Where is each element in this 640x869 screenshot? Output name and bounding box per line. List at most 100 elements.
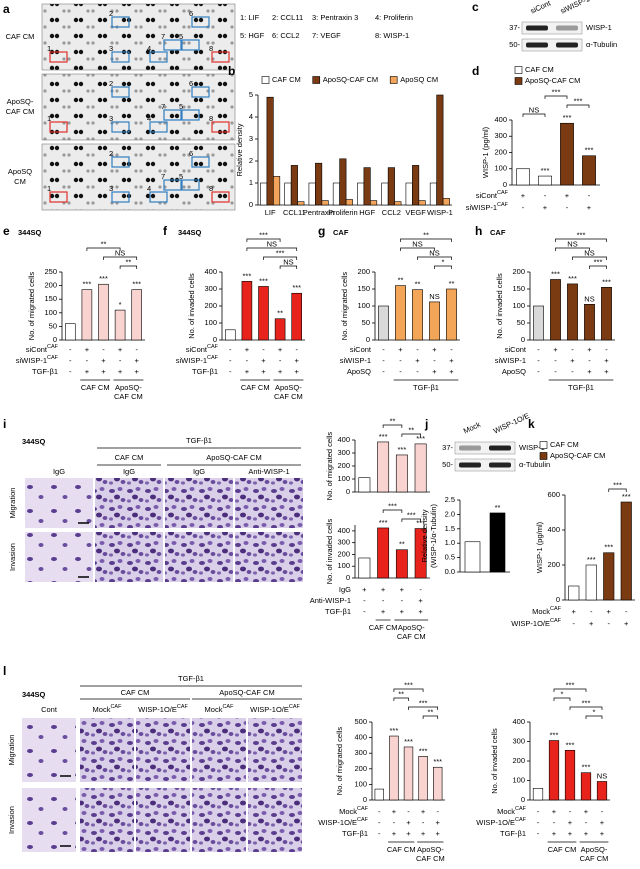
- bar: [65, 323, 76, 341]
- condition-sign: +: [587, 345, 592, 354]
- condition-label: siWISP-1: [495, 356, 526, 365]
- condition-label-text: Mock: [497, 807, 515, 816]
- condition-sign: +: [436, 829, 441, 838]
- significance-label: ***: [552, 87, 561, 96]
- condition-label: Anti-WISP-1: [310, 596, 351, 605]
- condition-label-text: ApoSQ: [502, 367, 526, 376]
- y-tick-label: 200: [204, 301, 217, 310]
- significance-bracket: [417, 256, 452, 260]
- y-tick-label: 400: [512, 717, 525, 726]
- group-label: CAF CM: [115, 453, 144, 462]
- blot-band: [489, 445, 511, 451]
- significance-label: ***: [541, 166, 550, 175]
- lane-label: siCont: [529, 0, 553, 16]
- bar: [358, 477, 371, 493]
- condition-label-text: siCont: [505, 345, 527, 354]
- spot-label: 7: [161, 172, 165, 181]
- bar: [548, 740, 560, 801]
- condition-label: ApoSQ: [502, 367, 526, 376]
- spot-box: [111, 121, 130, 133]
- significance-label: ***: [568, 274, 577, 283]
- y-tick-label: 0: [503, 180, 507, 189]
- significance-label: *: [442, 257, 445, 266]
- condition-label: siCont: [350, 345, 372, 354]
- condition-sign: -: [585, 818, 588, 827]
- micrograph: [95, 532, 163, 582]
- significance-label: *: [561, 689, 564, 698]
- legend-label: ApoSQ-CAF CM: [525, 76, 580, 85]
- condition-sign: +: [436, 818, 441, 827]
- condition-sign: -: [569, 807, 572, 816]
- condition-sign: +: [449, 367, 454, 376]
- condition-sign: -: [608, 619, 611, 628]
- y-tick-label: 300: [204, 284, 217, 293]
- spot-label: 3: [109, 114, 113, 123]
- significance-bracket: [585, 715, 603, 719]
- array-row-label: CM: [14, 177, 26, 186]
- spot-box: [181, 179, 200, 191]
- legend-swatch: [389, 76, 398, 84]
- condition-label: siWISP-1CAF: [176, 355, 219, 365]
- group-label: ApoSQ-CAF CM: [219, 688, 274, 697]
- cytokine-legend: 2: CCL11: [272, 13, 303, 22]
- spot-label: 4: [147, 44, 151, 53]
- significance-bracket: [572, 256, 607, 260]
- group-label: CAF CM: [580, 854, 609, 863]
- group-label: ApoSQ-: [115, 383, 142, 392]
- column-label-text: Mock: [205, 705, 223, 714]
- significance-label: NS: [529, 105, 539, 114]
- x-tick-label: WISP-1: [427, 208, 453, 217]
- condition-label-text: siCont: [26, 345, 48, 354]
- condition-label: IgG: [339, 585, 351, 594]
- condition-sign: -: [625, 607, 628, 616]
- bar: [405, 182, 413, 206]
- condition-sign: +: [245, 345, 250, 354]
- spot-label: 2: [109, 9, 113, 18]
- y-tick-label: 1.5: [445, 524, 455, 533]
- condition-sign: +: [406, 818, 411, 827]
- y-tick-label: 0: [249, 200, 253, 209]
- spot-box: [211, 51, 230, 63]
- y-axis-label: WISP-1 (pg/ml): [535, 521, 544, 573]
- condition-label-sup: CAF: [207, 344, 219, 350]
- y-tick-label: 400: [494, 115, 507, 124]
- group-label: ApoSQ-CAF CM: [206, 453, 261, 462]
- y-tick-label: 200: [547, 560, 560, 569]
- blot-strip: [521, 21, 583, 35]
- column-label: MockCAF: [93, 704, 123, 714]
- spot-label: 2: [109, 149, 113, 158]
- significance-label: ***: [587, 555, 596, 564]
- condition-label: TGF-β1: [32, 367, 58, 376]
- condition-sign: -: [262, 345, 265, 354]
- condition-sign: -: [522, 203, 525, 212]
- y-tick-label: 100: [357, 301, 370, 310]
- bar: [260, 182, 268, 206]
- condition-sign: +: [101, 367, 106, 376]
- condition-sign: -: [571, 367, 574, 376]
- y-tick-label: 1.0: [445, 538, 455, 547]
- condition-sign: +: [587, 367, 592, 376]
- bar: [321, 200, 329, 206]
- mw-marker: 37-: [509, 23, 520, 32]
- column-label-sup: CAF: [289, 704, 301, 710]
- bar: [412, 165, 420, 206]
- y-axis-label: No. of migrated cells: [335, 727, 344, 796]
- bar: [370, 200, 378, 206]
- spot-box: [163, 179, 182, 191]
- blot-band: [489, 462, 511, 468]
- condition-label-sup: CAF: [47, 344, 59, 350]
- significance-label: ***: [388, 501, 397, 510]
- y-tick-label: 300: [494, 131, 507, 140]
- significance-label: ***: [582, 763, 591, 772]
- micrograph: [165, 478, 233, 528]
- significance-bracket: [544, 95, 568, 99]
- significance-label: NS: [115, 248, 125, 257]
- bar: [241, 281, 253, 341]
- condition-label-text: siCont: [350, 345, 372, 354]
- condition-sign: +: [565, 191, 570, 200]
- cytokine-legend: 8: WISP-1: [375, 31, 409, 40]
- condition-sign: +: [568, 818, 573, 827]
- condition-label: WISP-1O/ECAF: [511, 618, 561, 628]
- panel-letter: c: [472, 0, 479, 14]
- bar: [516, 168, 530, 186]
